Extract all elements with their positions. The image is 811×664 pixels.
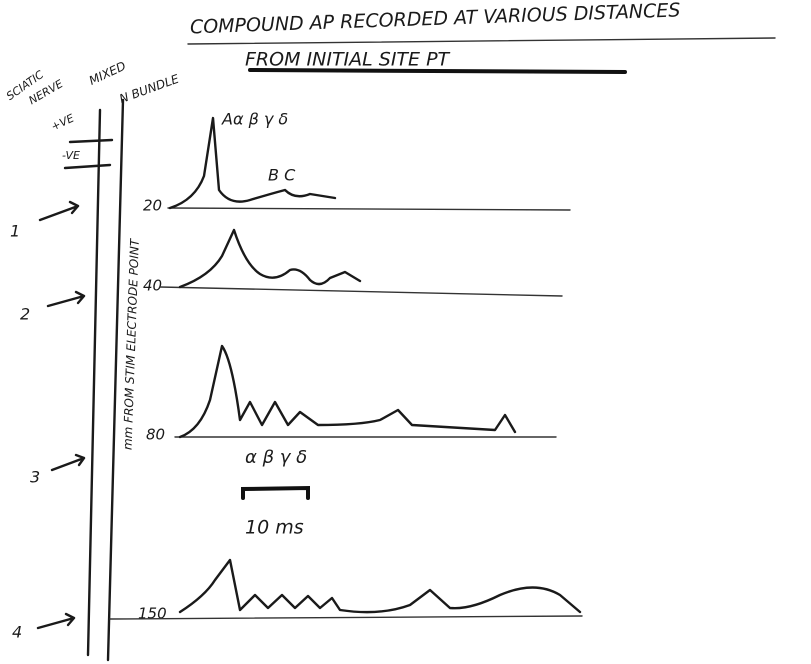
baseline <box>168 208 570 210</box>
distance-label: 80 <box>146 426 165 444</box>
baseline <box>110 616 582 619</box>
subtitle-underline <box>250 70 625 72</box>
nerve-label: MIXED <box>87 59 128 88</box>
waveform <box>180 560 580 612</box>
distance-label: 40 <box>143 277 162 295</box>
subtitle: FROM INITIAL SITE PT <box>245 49 451 71</box>
arrow <box>48 292 84 306</box>
title-underline <box>188 38 775 44</box>
negative-label: -VE <box>62 149 80 162</box>
marker: 2 <box>20 305 30 324</box>
scale-label: 10 ms <box>245 517 304 539</box>
arrow <box>38 614 74 628</box>
positive-label: +VE <box>49 112 76 134</box>
annotation: Aα β γ δ <box>221 110 288 129</box>
arrow <box>40 202 78 220</box>
annotation: α β γ δ <box>245 447 307 468</box>
scale-bar <box>243 488 308 498</box>
nerve-bundle <box>88 100 123 660</box>
distance-label: 150 <box>138 605 167 623</box>
waveform <box>180 230 360 287</box>
marker: 3 <box>30 468 40 487</box>
sketch: COMPOUND AP RECORDED AT VARIOUS DISTANCE… <box>0 0 811 664</box>
arrow <box>52 455 84 470</box>
axis-label: mm FROM STIM ELECTRODE POINT <box>121 237 142 450</box>
nerve-label: N BUNDLE <box>117 72 181 107</box>
annotation: B C <box>268 166 296 185</box>
baseline <box>160 287 562 296</box>
title: COMPOUND AP RECORDED AT VARIOUS DISTANCE… <box>190 0 681 38</box>
waveform <box>170 118 335 208</box>
distance-label: 20 <box>143 197 162 215</box>
marker: 4 <box>12 623 22 642</box>
waveform <box>180 346 515 437</box>
marker: 1 <box>10 222 20 241</box>
